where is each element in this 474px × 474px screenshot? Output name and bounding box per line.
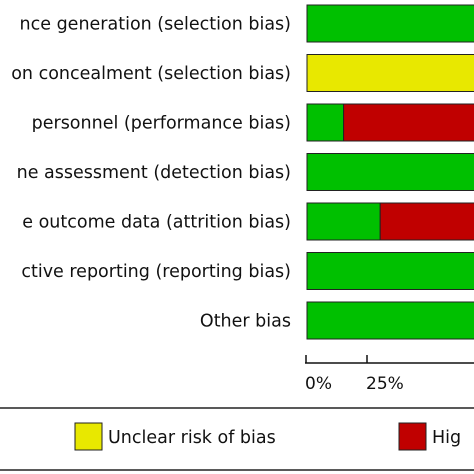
legend: Unclear risk of bias Hig xyxy=(0,407,474,471)
legend-swatch xyxy=(74,422,103,451)
bar-segment xyxy=(306,153,474,191)
category-label: Other bias xyxy=(200,312,291,332)
x-axis: 0% 25% xyxy=(305,355,474,394)
legend-swatch xyxy=(398,422,427,451)
legend-label: Unclear risk of bias xyxy=(108,428,276,448)
category-labels: nce generation (selection bias) on concea… xyxy=(11,15,291,332)
bar-segment xyxy=(306,202,381,241)
category-label: nce generation (selection bias) xyxy=(20,15,291,35)
category-label: ne assessment (detection bias) xyxy=(17,163,291,183)
bar-segment xyxy=(306,54,474,92)
category-label: personnel (performance bias) xyxy=(32,114,291,134)
category-label: on concealment (selection bias) xyxy=(11,64,291,84)
bar-segment xyxy=(306,301,474,340)
legend-label: Hig xyxy=(432,428,461,448)
category-label: ctive reporting (reporting bias) xyxy=(21,262,291,282)
bars-group xyxy=(306,4,474,340)
bar-segment xyxy=(306,252,474,290)
bar-segment xyxy=(306,103,345,142)
bar-segment xyxy=(306,4,474,43)
x-tick-label: 25% xyxy=(366,374,404,394)
bar-segment xyxy=(343,103,474,142)
bar-segment xyxy=(379,202,474,241)
category-label: e outcome data (attrition bias) xyxy=(22,213,291,233)
x-tick-label: 0% xyxy=(305,374,332,394)
